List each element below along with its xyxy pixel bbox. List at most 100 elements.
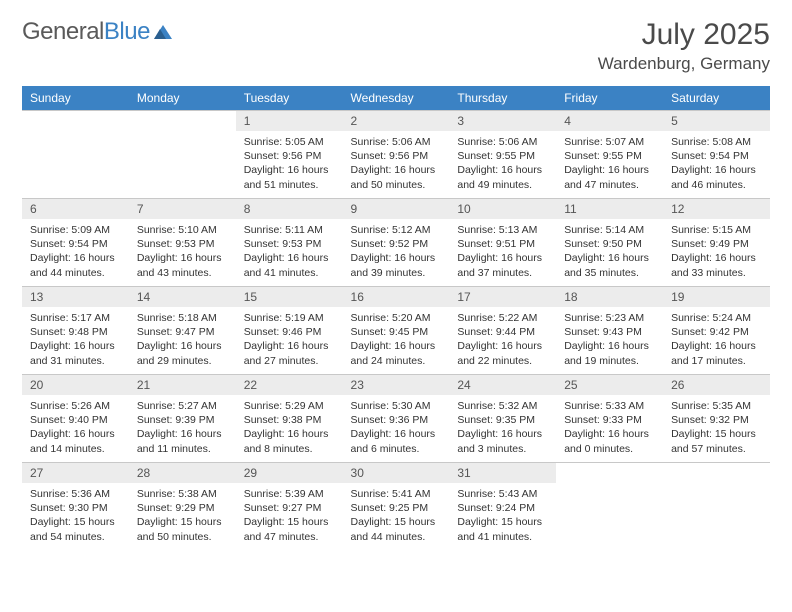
day-number: 26 xyxy=(663,375,770,395)
day-number: 2 xyxy=(343,111,450,131)
logo-word-1: General xyxy=(22,18,104,45)
col-tuesday: Tuesday xyxy=(236,86,343,111)
day-details: Sunrise: 5:27 AMSunset: 9:39 PMDaylight:… xyxy=(129,395,236,462)
day-details: Sunrise: 5:38 AMSunset: 9:29 PMDaylight:… xyxy=(129,483,236,550)
calendar-cell: 15Sunrise: 5:19 AMSunset: 9:46 PMDayligh… xyxy=(236,287,343,375)
calendar-week-row: 20Sunrise: 5:26 AMSunset: 9:40 PMDayligh… xyxy=(22,375,770,463)
month-title: July 2025 xyxy=(598,18,770,52)
day-number: 6 xyxy=(22,199,129,219)
calendar-cell: 16Sunrise: 5:20 AMSunset: 9:45 PMDayligh… xyxy=(343,287,450,375)
day-number: 1 xyxy=(236,111,343,131)
day-number: 7 xyxy=(129,199,236,219)
calendar-cell: 20Sunrise: 5:26 AMSunset: 9:40 PMDayligh… xyxy=(22,375,129,463)
calendar-cell: 30Sunrise: 5:41 AMSunset: 9:25 PMDayligh… xyxy=(343,463,450,551)
calendar-cell: 8Sunrise: 5:11 AMSunset: 9:53 PMDaylight… xyxy=(236,199,343,287)
day-number: 20 xyxy=(22,375,129,395)
day-details: Sunrise: 5:43 AMSunset: 9:24 PMDaylight:… xyxy=(449,483,556,550)
day-details: Sunrise: 5:06 AMSunset: 9:55 PMDaylight:… xyxy=(449,131,556,198)
day-details: Sunrise: 5:12 AMSunset: 9:52 PMDaylight:… xyxy=(343,219,450,286)
day-details: Sunrise: 5:39 AMSunset: 9:27 PMDaylight:… xyxy=(236,483,343,550)
day-number: 5 xyxy=(663,111,770,131)
calendar-cell: 2Sunrise: 5:06 AMSunset: 9:56 PMDaylight… xyxy=(343,111,450,199)
day-number: 14 xyxy=(129,287,236,307)
calendar-cell: 18Sunrise: 5:23 AMSunset: 9:43 PMDayligh… xyxy=(556,287,663,375)
day-number: 24 xyxy=(449,375,556,395)
col-wednesday: Wednesday xyxy=(343,86,450,111)
col-thursday: Thursday xyxy=(449,86,556,111)
calendar-cell: 28Sunrise: 5:38 AMSunset: 9:29 PMDayligh… xyxy=(129,463,236,551)
calendar-week-row: 6Sunrise: 5:09 AMSunset: 9:54 PMDaylight… xyxy=(22,199,770,287)
logo-word-2: Blue xyxy=(104,18,150,45)
day-details: Sunrise: 5:13 AMSunset: 9:51 PMDaylight:… xyxy=(449,219,556,286)
day-details: Sunrise: 5:05 AMSunset: 9:56 PMDaylight:… xyxy=(236,131,343,198)
day-number: 13 xyxy=(22,287,129,307)
title-block: July 2025 Wardenburg, Germany xyxy=(598,18,770,74)
day-details: Sunrise: 5:07 AMSunset: 9:55 PMDaylight:… xyxy=(556,131,663,198)
calendar-header-row: Sunday Monday Tuesday Wednesday Thursday… xyxy=(22,86,770,111)
logo-text: GeneralBlue xyxy=(22,18,150,46)
col-saturday: Saturday xyxy=(663,86,770,111)
calendar-cell xyxy=(556,463,663,551)
col-sunday: Sunday xyxy=(22,86,129,111)
calendar-table: Sunday Monday Tuesday Wednesday Thursday… xyxy=(22,86,770,551)
calendar-cell: 22Sunrise: 5:29 AMSunset: 9:38 PMDayligh… xyxy=(236,375,343,463)
day-number: 9 xyxy=(343,199,450,219)
day-number: 16 xyxy=(343,287,450,307)
day-details: Sunrise: 5:29 AMSunset: 9:38 PMDaylight:… xyxy=(236,395,343,462)
day-details: Sunrise: 5:17 AMSunset: 9:48 PMDaylight:… xyxy=(22,307,129,374)
calendar-cell: 27Sunrise: 5:36 AMSunset: 9:30 PMDayligh… xyxy=(22,463,129,551)
day-details: Sunrise: 5:36 AMSunset: 9:30 PMDaylight:… xyxy=(22,483,129,550)
day-number: 31 xyxy=(449,463,556,483)
calendar-cell: 19Sunrise: 5:24 AMSunset: 9:42 PMDayligh… xyxy=(663,287,770,375)
day-number: 3 xyxy=(449,111,556,131)
calendar-week-row: 13Sunrise: 5:17 AMSunset: 9:48 PMDayligh… xyxy=(22,287,770,375)
day-details: Sunrise: 5:33 AMSunset: 9:33 PMDaylight:… xyxy=(556,395,663,462)
logo-triangle-icon xyxy=(154,25,172,39)
day-details: Sunrise: 5:14 AMSunset: 9:50 PMDaylight:… xyxy=(556,219,663,286)
col-monday: Monday xyxy=(129,86,236,111)
day-number: 8 xyxy=(236,199,343,219)
day-details: Sunrise: 5:41 AMSunset: 9:25 PMDaylight:… xyxy=(343,483,450,550)
calendar-cell: 13Sunrise: 5:17 AMSunset: 9:48 PMDayligh… xyxy=(22,287,129,375)
day-number: 4 xyxy=(556,111,663,131)
day-number: 22 xyxy=(236,375,343,395)
day-details: Sunrise: 5:15 AMSunset: 9:49 PMDaylight:… xyxy=(663,219,770,286)
day-details: Sunrise: 5:19 AMSunset: 9:46 PMDaylight:… xyxy=(236,307,343,374)
day-details: Sunrise: 5:30 AMSunset: 9:36 PMDaylight:… xyxy=(343,395,450,462)
calendar-cell: 7Sunrise: 5:10 AMSunset: 9:53 PMDaylight… xyxy=(129,199,236,287)
calendar-cell: 29Sunrise: 5:39 AMSunset: 9:27 PMDayligh… xyxy=(236,463,343,551)
day-number: 11 xyxy=(556,199,663,219)
calendar-cell: 4Sunrise: 5:07 AMSunset: 9:55 PMDaylight… xyxy=(556,111,663,199)
calendar-cell: 12Sunrise: 5:15 AMSunset: 9:49 PMDayligh… xyxy=(663,199,770,287)
calendar-cell xyxy=(129,111,236,199)
day-details: Sunrise: 5:08 AMSunset: 9:54 PMDaylight:… xyxy=(663,131,770,198)
day-details: Sunrise: 5:24 AMSunset: 9:42 PMDaylight:… xyxy=(663,307,770,374)
calendar-cell: 11Sunrise: 5:14 AMSunset: 9:50 PMDayligh… xyxy=(556,199,663,287)
calendar-cell: 5Sunrise: 5:08 AMSunset: 9:54 PMDaylight… xyxy=(663,111,770,199)
day-details: Sunrise: 5:10 AMSunset: 9:53 PMDaylight:… xyxy=(129,219,236,286)
calendar-cell: 3Sunrise: 5:06 AMSunset: 9:55 PMDaylight… xyxy=(449,111,556,199)
day-details: Sunrise: 5:09 AMSunset: 9:54 PMDaylight:… xyxy=(22,219,129,286)
day-details: Sunrise: 5:18 AMSunset: 9:47 PMDaylight:… xyxy=(129,307,236,374)
calendar-cell: 6Sunrise: 5:09 AMSunset: 9:54 PMDaylight… xyxy=(22,199,129,287)
day-details: Sunrise: 5:06 AMSunset: 9:56 PMDaylight:… xyxy=(343,131,450,198)
calendar-cell: 14Sunrise: 5:18 AMSunset: 9:47 PMDayligh… xyxy=(129,287,236,375)
calendar-cell xyxy=(663,463,770,551)
calendar-cell: 10Sunrise: 5:13 AMSunset: 9:51 PMDayligh… xyxy=(449,199,556,287)
header: GeneralBlue July 2025 Wardenburg, German… xyxy=(22,18,770,74)
calendar-cell: 1Sunrise: 5:05 AMSunset: 9:56 PMDaylight… xyxy=(236,111,343,199)
day-number: 21 xyxy=(129,375,236,395)
day-details: Sunrise: 5:23 AMSunset: 9:43 PMDaylight:… xyxy=(556,307,663,374)
day-number: 18 xyxy=(556,287,663,307)
calendar-cell: 21Sunrise: 5:27 AMSunset: 9:39 PMDayligh… xyxy=(129,375,236,463)
location-text: Wardenburg, Germany xyxy=(598,54,770,74)
day-number: 27 xyxy=(22,463,129,483)
calendar-cell: 26Sunrise: 5:35 AMSunset: 9:32 PMDayligh… xyxy=(663,375,770,463)
day-details: Sunrise: 5:20 AMSunset: 9:45 PMDaylight:… xyxy=(343,307,450,374)
day-number: 10 xyxy=(449,199,556,219)
day-number: 29 xyxy=(236,463,343,483)
calendar-cell: 24Sunrise: 5:32 AMSunset: 9:35 PMDayligh… xyxy=(449,375,556,463)
day-number: 17 xyxy=(449,287,556,307)
calendar-week-row: 1Sunrise: 5:05 AMSunset: 9:56 PMDaylight… xyxy=(22,111,770,199)
calendar-cell: 9Sunrise: 5:12 AMSunset: 9:52 PMDaylight… xyxy=(343,199,450,287)
